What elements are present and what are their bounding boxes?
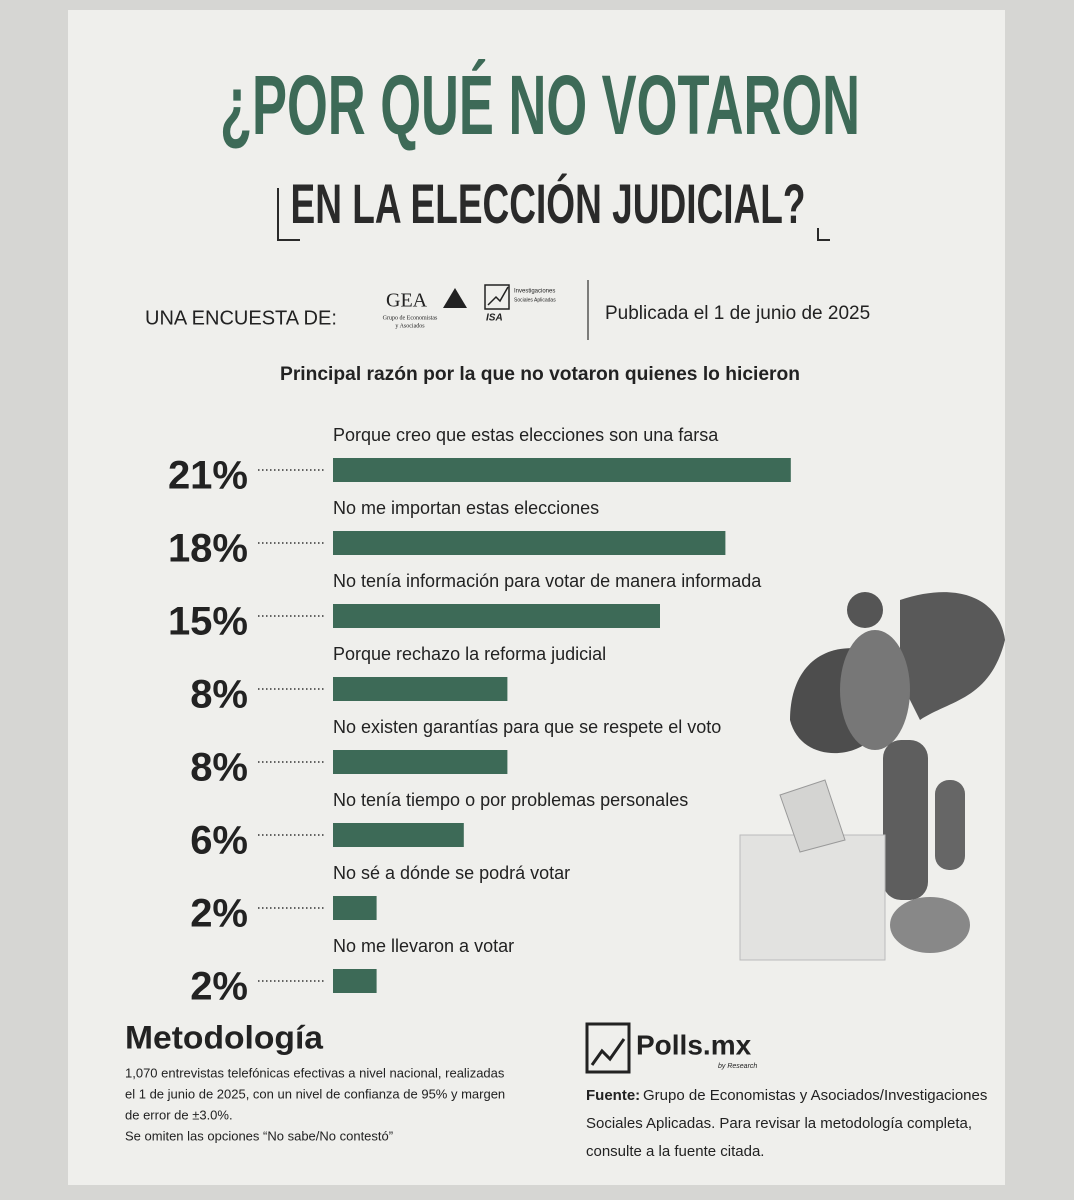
category-label: Porque creo que estas elecciones son una… (333, 425, 719, 445)
bar (333, 896, 377, 920)
category-label: No me llevaron a votar (333, 936, 514, 956)
bar (333, 969, 377, 993)
bar (333, 750, 508, 774)
bar (333, 604, 660, 628)
source-text: Grupo de Economistas y Asociados/Investi… (586, 1087, 987, 1160)
logo-gea: GEA (386, 290, 428, 312)
brand: Polls.mx (636, 1029, 752, 1060)
method-text: 1,070 entrevistas telefónicas efectivas … (125, 1065, 505, 1143)
brand-icon (590, 1038, 626, 1066)
value-label: 2% (190, 965, 248, 1009)
title-line1: ¿POR QUÉ NO VOTARON (220, 58, 860, 152)
category-label: No sé a dónde se podrá votar (333, 863, 570, 883)
logo-isa-sub: Sociales Aplicadas (514, 297, 556, 303)
value-label: 15% (168, 600, 248, 644)
brand-sub: by Research (718, 1063, 757, 1070)
category-label: No existen garantías para que se respete… (333, 717, 721, 737)
chart-subtitle: Principal razón por la que no votaron qu… (280, 364, 800, 385)
source-line: Grupo de Economistas y Asociados/Investi… (643, 1087, 987, 1104)
method-line: de error de ±3.0%. (125, 1107, 233, 1122)
value-label: 8% (190, 746, 248, 790)
value-label: 18% (168, 527, 248, 571)
title-bracket (277, 188, 830, 241)
logo-isa-sub: Investigaciones (514, 289, 555, 295)
category-label: No tenía información para votar de maner… (333, 571, 762, 591)
value-label: 2% (190, 892, 248, 936)
logo-gea-sub: y Asociados (395, 323, 425, 329)
source-line: Sociales Aplicadas. Para revisar la meto… (586, 1115, 972, 1132)
category-label: Porque rechazo la reforma judicial (333, 644, 606, 664)
bar (333, 823, 464, 847)
title-line2: EN LA ELECCIÓN JUDICIAL? (291, 172, 806, 235)
logo-gea-icon (443, 288, 467, 308)
value-label: 6% (190, 819, 248, 863)
source-line: consulte a la fuente citada. (586, 1143, 764, 1160)
logo-isa-icon (487, 286, 509, 306)
category-label: No me importan estas elecciones (333, 498, 599, 518)
method-line: 1,070 entrevistas telefónicas efectivas … (125, 1065, 505, 1080)
logo-isa: ISA (486, 313, 503, 324)
bar (333, 677, 508, 701)
value-label: 8% (190, 673, 248, 717)
published: Publicada el 1 de junio de 2025 (605, 303, 870, 324)
source-label: Fuente: (586, 1087, 640, 1104)
method-line: el 1 de junio de 2025, con un nivel de c… (125, 1086, 505, 1101)
bar (333, 531, 726, 555)
illustration (739, 592, 1005, 961)
survey-by: UNA ENCUESTA DE: (145, 307, 337, 329)
logo-gea-sub: Grupo de Economistas (383, 315, 438, 321)
method-title: Metodología (125, 1019, 323, 1055)
value-label: 21% (168, 454, 248, 498)
method-line: Se omiten las opciones “No sabe/No conte… (125, 1128, 393, 1143)
bar (333, 458, 791, 482)
logo-isa-icon (484, 284, 510, 310)
card (68, 10, 1005, 1185)
brand-icon (585, 1022, 631, 1074)
category-label: No tenía tiempo o por problemas personal… (333, 790, 688, 810)
